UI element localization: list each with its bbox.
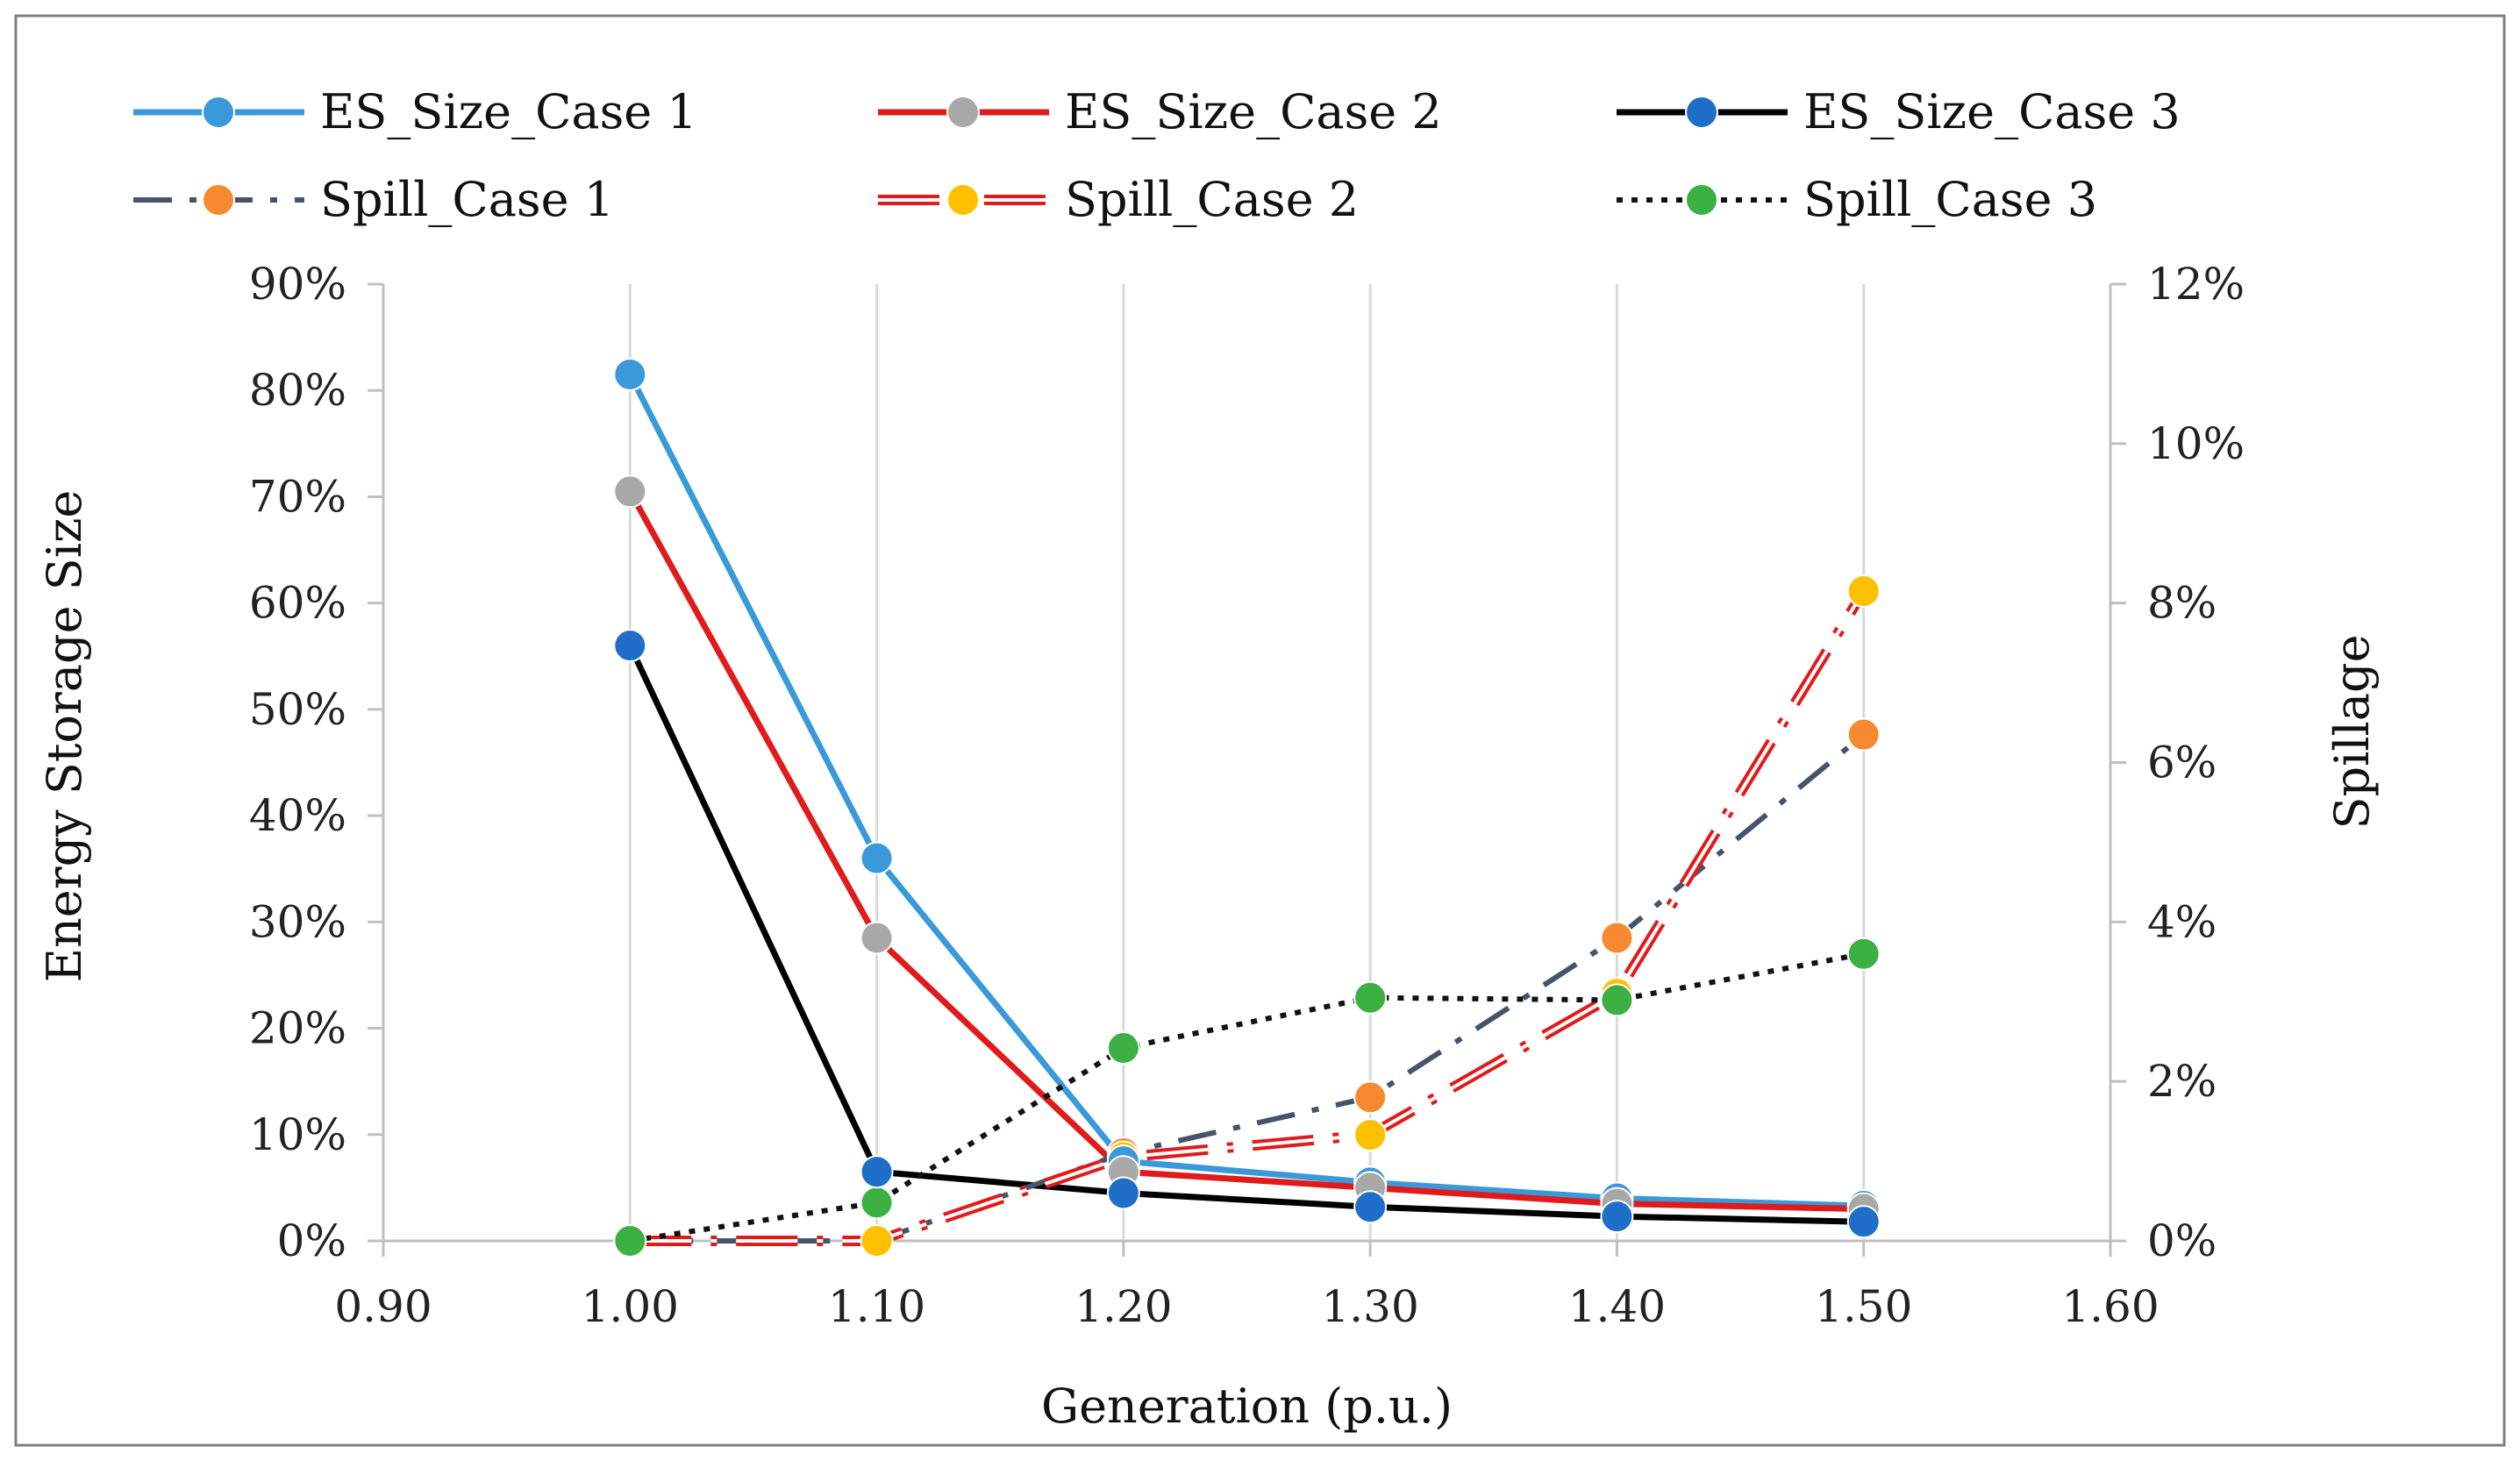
x-tick-label: 1.60 bbox=[2061, 1281, 2159, 1332]
data-point-spill-case-3 bbox=[1353, 980, 1388, 1015]
x-tick-label: 1.40 bbox=[1568, 1281, 1666, 1332]
data-point-spill-case-3 bbox=[1600, 983, 1634, 1017]
y-tick-label: 90% bbox=[249, 259, 346, 310]
data-point-es-size-case-3 bbox=[860, 1155, 894, 1189]
legend-marker bbox=[946, 96, 980, 129]
grid bbox=[628, 284, 1866, 1241]
y2-tick-label: 2% bbox=[2147, 1056, 2217, 1107]
series-line-spill-case-1 bbox=[630, 732, 1866, 1244]
data-point-es-size-case-3 bbox=[613, 629, 647, 663]
data-point-es-size-case-3 bbox=[1353, 1190, 1388, 1224]
data-point-es-size-case-1 bbox=[613, 358, 647, 392]
series-line-es-size-case-3 bbox=[627, 644, 1864, 1225]
data-point-es-size-case-1 bbox=[860, 841, 894, 875]
data-point-es-size-case-2 bbox=[860, 921, 894, 955]
y2-tick-label: 12% bbox=[2147, 259, 2245, 310]
legend-label: Spill_Case 2 bbox=[1065, 172, 1359, 227]
series-line-spill-case-2-inner bbox=[630, 589, 1866, 1243]
x-tick-label: 0.90 bbox=[334, 1281, 432, 1332]
data-point-spill-case-3 bbox=[860, 1186, 894, 1220]
data-point-spill-case-1 bbox=[1353, 1080, 1388, 1115]
legend-marker bbox=[1685, 183, 1718, 217]
x-tick-label: 1.50 bbox=[1815, 1281, 1912, 1332]
legend-marker bbox=[202, 183, 235, 217]
y2-tick-label: 10% bbox=[2147, 418, 2245, 469]
y2-axis-title: Spillage bbox=[2324, 634, 2380, 829]
legend-label: Spill_Case 1 bbox=[320, 172, 614, 227]
data-point-spill-case-2 bbox=[1846, 574, 1881, 609]
y-tick-label: 60% bbox=[249, 578, 346, 629]
y2-tick-label: 0% bbox=[2147, 1215, 2217, 1266]
data-point-spill-case-3 bbox=[1106, 1030, 1140, 1065]
tick-labels: 0.90 1.00 1.10 1.20 1.30 1.40 1.50 1.60 0% 10% 20%… bbox=[249, 259, 2245, 1332]
data-point-spill-case-2 bbox=[1353, 1118, 1388, 1152]
legend-marker bbox=[946, 183, 980, 217]
data-point-spill-case-1 bbox=[1600, 921, 1634, 955]
y-tick-label: 30% bbox=[249, 896, 346, 947]
data-point-spill-case-3 bbox=[613, 1224, 647, 1258]
y-tick-label: 40% bbox=[249, 790, 346, 841]
data-point-es-size-case-3 bbox=[1106, 1176, 1140, 1210]
y-tick-label: 50% bbox=[249, 684, 346, 735]
x-tick-label: 1.10 bbox=[828, 1281, 925, 1332]
legend-marker bbox=[1685, 96, 1718, 129]
y-axis-title: Energy Storage Size bbox=[37, 490, 92, 983]
legend-label: ES_Size_Case 3 bbox=[1803, 84, 2181, 139]
x-axis-title: Generation (p.u.) bbox=[1041, 1379, 1453, 1434]
y2-tick-label: 4% bbox=[2147, 896, 2217, 947]
legend: ES_Size_Case 1 ES_Size_Case 2 ES_Size_Case… bbox=[133, 84, 2181, 227]
data-point-es-size-case-3 bbox=[1846, 1205, 1881, 1239]
series-line-es-size-case-2 bbox=[627, 489, 1864, 1213]
y2-tick-label: 8% bbox=[2147, 578, 2217, 629]
legend-label: ES_Size_Case 1 bbox=[320, 84, 697, 139]
x-tick-label: 1.20 bbox=[1074, 1281, 1172, 1332]
data-point-spill-case-3 bbox=[1846, 937, 1881, 971]
data-point-spill-case-2 bbox=[860, 1224, 894, 1258]
y-tick-label: 70% bbox=[249, 471, 346, 522]
series-line-es-size-case-1 bbox=[627, 373, 1864, 1209]
y-tick-label: 0% bbox=[277, 1215, 346, 1266]
chart-border bbox=[14, 14, 2506, 1447]
y2-tick-label: 6% bbox=[2147, 738, 2217, 788]
x-tick-label: 1.30 bbox=[1321, 1281, 1418, 1332]
y-tick-label: 20% bbox=[249, 1003, 346, 1054]
data-point-es-size-case-3 bbox=[1600, 1200, 1634, 1234]
legend-label: ES_Size_Case 2 bbox=[1065, 84, 1442, 139]
legend-marker bbox=[202, 96, 235, 129]
y-tick-label: 10% bbox=[249, 1109, 346, 1160]
plot-area bbox=[613, 358, 1881, 1258]
x-tick-label: 1.00 bbox=[582, 1281, 679, 1332]
legend-label: Spill_Case 3 bbox=[1803, 172, 2097, 227]
data-point-es-size-case-2 bbox=[613, 474, 647, 509]
data-point-spill-case-1 bbox=[1846, 717, 1881, 752]
y-tick-label: 80% bbox=[249, 365, 346, 416]
